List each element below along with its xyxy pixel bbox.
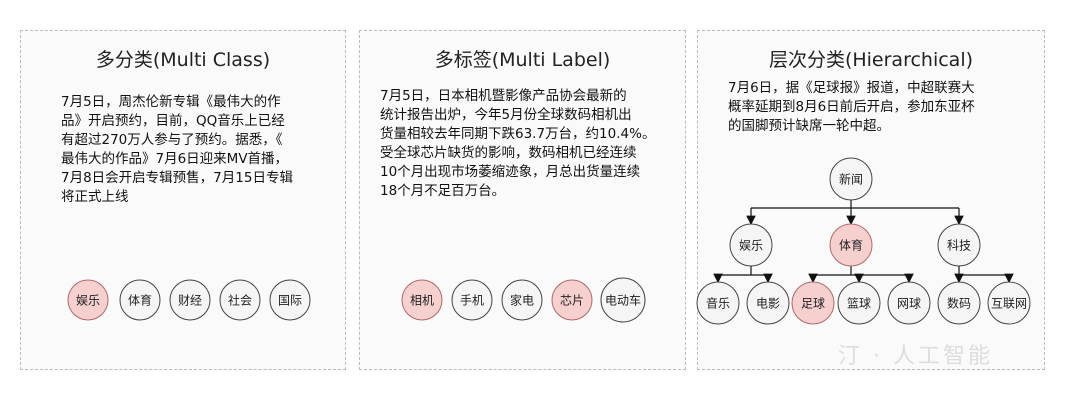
- tag-家电-circle: [501, 279, 543, 321]
- tag-家电-label: 家电: [510, 293, 534, 308]
- text-line: 有超过270万人参与了预约。据悉，《: [61, 132, 283, 148]
- text-line: 最伟大的作品》7月6日迎来MV首播，: [61, 151, 289, 167]
- tree-leaf-circle: [791, 281, 835, 325]
- tag-国际-circle: [269, 279, 311, 321]
- watermark: 汀 · 人工智能: [838, 344, 993, 369]
- text-line: 受全球芯片缺货的影响，数码相机已经连续: [380, 145, 637, 161]
- text-line: 10个月出现市场萎缩迹象，月总出货量连续: [380, 164, 641, 180]
- tree-node-label: 娱乐: [739, 239, 763, 253]
- tag-相机-label: 相机: [410, 294, 434, 308]
- tag-娱乐-label: 娱乐: [76, 294, 100, 308]
- tree-node-circle: [937, 223, 981, 267]
- tag-手机-label: 手机: [460, 294, 484, 308]
- tree-leaf-label: 足球: [801, 297, 825, 311]
- tree-node-circle: [729, 223, 773, 267]
- tree-leaf-label: 电影: [756, 297, 780, 311]
- text-line: 7月5日，周杰伦新专辑《最伟大的作: [61, 94, 281, 110]
- tree-leaf-circle: [837, 281, 881, 325]
- panel-text: 7月5日，日本相机暨影像产品协会最新的 统计报告出炉，今年5月份全球数码相机出 …: [380, 87, 655, 201]
- tag-体育-circle: [119, 279, 161, 321]
- text-line: 7月8日会开启专辑预售，7月15日专辑: [61, 170, 293, 186]
- text-line: 将正式上线: [61, 189, 129, 205]
- tree-node-label: 科技: [947, 239, 971, 253]
- tree-node-circle: [829, 223, 873, 267]
- tree-node-circle: [829, 157, 873, 201]
- tag-国际-label: 国际: [278, 294, 302, 308]
- text-line: 货量相较去年同期下跌63.7万台，约10.4%。: [380, 126, 656, 142]
- tag-体育-label: 体育: [128, 293, 152, 308]
- tree-leaf-label: 篮球: [847, 296, 871, 311]
- text-line: 18个月不足百万台。: [380, 183, 506, 199]
- tree-leaf-label: 互联网: [991, 297, 1027, 311]
- tree-leaf-circle: [937, 281, 981, 325]
- tag-芯片-circle: [551, 279, 593, 321]
- tree-leaf-circle: [987, 281, 1031, 325]
- tag-手机-circle: [451, 279, 493, 321]
- tree-leaf-label: 音乐: [706, 296, 730, 311]
- panel-text: 7月6日，据《足球报》报道，中超联赛大 概率延期到8月6日前后开启，参加东亚杯 …: [728, 79, 975, 136]
- text-line: 7月5日，日本相机暨影像产品协会最新的: [380, 88, 627, 104]
- panel-title: 多标签(Multi Label): [434, 49, 611, 71]
- panel-title: 多分类(Multi Class): [95, 49, 271, 71]
- tag-相机-circle: [401, 279, 443, 321]
- text-line: 的国脚预计缺席一轮中超。: [728, 118, 890, 134]
- tree-leaf-label: 数码: [947, 296, 971, 311]
- tree-leaf-circle: [887, 281, 931, 325]
- tree-leaf-label: 网球: [897, 297, 921, 311]
- tag-娱乐-circle: [67, 279, 109, 321]
- tag-社会-label: 社会: [228, 293, 252, 308]
- tag-财经-label: 财经: [178, 294, 202, 308]
- text-line: 品》开启预约，目前，QQ音乐上已经: [61, 113, 285, 129]
- tag-电动车-label: 电动车: [605, 293, 641, 308]
- tree-leaf-circle: [746, 281, 790, 325]
- tree-node-label: 新闻: [839, 172, 863, 187]
- tag-社会-circle: [219, 279, 261, 321]
- panel-title: 层次分类(Hierarchical): [768, 49, 974, 71]
- text-line: 概率延期到8月6日前后开启，参加东亚杯: [728, 99, 975, 115]
- text-line: 统计报告出炉，今年5月份全球数码相机出: [380, 107, 632, 123]
- tree-leaf-circle: [696, 281, 740, 325]
- text-line: 7月6日，据《足球报》报道，中超联赛大: [728, 80, 975, 96]
- panel-text: 7月5日，周杰伦新专辑《最伟大的作 品》开启预约，目前，QQ音乐上已经 有超过2…: [61, 93, 293, 207]
- tag-芯片-label: 芯片: [560, 294, 584, 308]
- tag-电动车-circle: [600, 277, 646, 323]
- tree-node-label: 体育: [839, 238, 863, 253]
- tag-财经-circle: [169, 279, 211, 321]
